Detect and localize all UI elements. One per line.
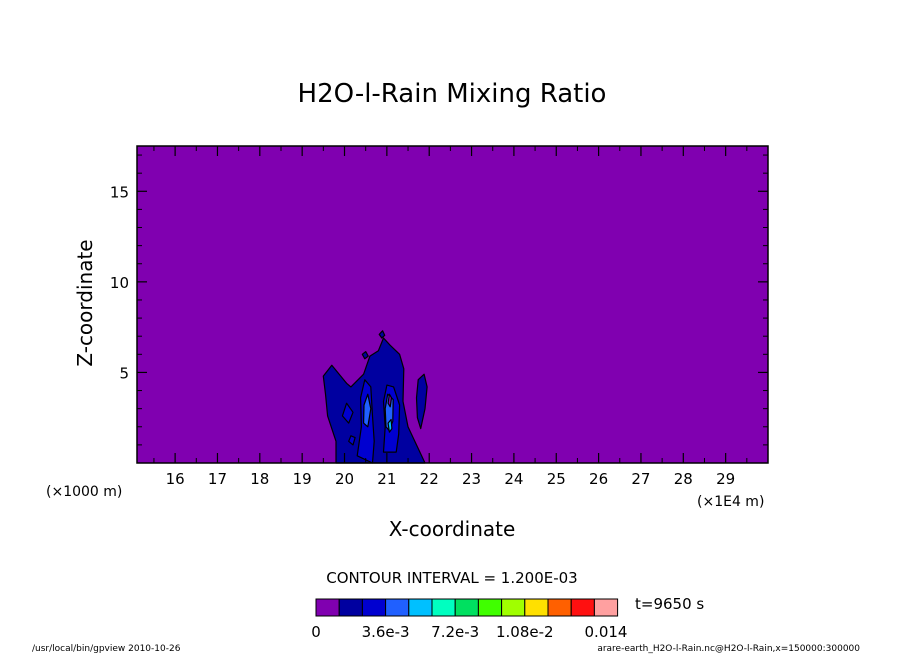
contour-region-level-0 — [387, 393, 393, 408]
x-tick-label: 29 — [716, 470, 735, 488]
colorbar-tick-label: 1.08e-2 — [496, 623, 554, 641]
colorbar-swatch — [477, 598, 503, 617]
x-tick-label: 28 — [674, 470, 693, 488]
contour-region-level-2 — [348, 435, 356, 446]
x-tick-label: 19 — [293, 470, 312, 488]
colorbar-swatch — [524, 598, 549, 617]
colorbar-tick-label: 7.2e-3 — [431, 623, 479, 641]
x-unit-note: (×1E4 m) — [697, 494, 764, 510]
y-axis-label: Z-coordinate — [73, 239, 97, 366]
colorbar-swatch — [501, 598, 526, 617]
x-tick-label: 21 — [377, 470, 396, 488]
colorbar-swatch — [338, 598, 363, 617]
contour-regions — [322, 330, 428, 464]
colorbar-labels: 0 3.6e-3 7.2e-3 1.08e-2 0.014 — [311, 623, 627, 641]
x-axis-ticks: 16 17 18 19 20 21 22 23 24 25 26 27 28 29 — [153, 146, 748, 488]
colorbar-swatch — [570, 598, 595, 617]
x-tick-label: 26 — [589, 470, 608, 488]
x-tick-label: 23 — [462, 470, 481, 488]
contour-region-level-4 — [387, 418, 393, 433]
colorbar-swatch — [361, 598, 387, 617]
plot-frame — [136, 145, 769, 464]
contour-region-level-1 — [322, 337, 426, 464]
footer-right: arare-earth_H2O-l-Rain.nc@H2O-l-Rain,x=1… — [597, 644, 860, 654]
x-tick-label: 18 — [250, 470, 269, 488]
colorbar-swatch — [315, 598, 340, 617]
y-tick-label: 10 — [110, 274, 129, 292]
colorbar-swatch — [431, 598, 456, 617]
y-axis-ticks: 5 10 15 — [110, 154, 768, 446]
contour-region-level-3 — [363, 393, 372, 428]
chart-title: H2O-l-Rain Mixing Ratio — [298, 79, 607, 109]
colorbar-swatch — [593, 598, 619, 617]
y-unit-note: (×1000 m) — [46, 484, 122, 500]
plot-area — [137, 146, 768, 463]
x-tick-label: 24 — [504, 470, 523, 488]
colorbar-swatch — [547, 598, 572, 617]
x-tick-label: 25 — [547, 470, 566, 488]
colorbar-tick-label: 0 — [311, 623, 321, 641]
colorbar — [315, 598, 619, 617]
colorbar-tick-label: 0.014 — [585, 623, 628, 641]
x-tick-label: 22 — [420, 470, 439, 488]
time-label: t=9650 s — [635, 595, 704, 613]
colorbar-swatch — [385, 598, 410, 617]
colorbar-swatch — [408, 598, 433, 617]
contour-interval: CONTOUR INTERVAL = 1.200E-03 — [326, 569, 577, 587]
contour-region-level-1 — [361, 351, 369, 360]
y-tick-label: 15 — [110, 183, 129, 201]
contour-region-level-2 — [341, 402, 354, 424]
footer-left: /usr/local/bin/gpview 2010-10-26 — [32, 644, 181, 654]
colorbar-swatch — [454, 598, 479, 617]
colorbar-tick-label: 3.6e-3 — [362, 623, 410, 641]
contour-region-level-1 — [415, 373, 428, 430]
y-tick-label: 5 — [119, 364, 129, 382]
x-tick-label: 20 — [335, 470, 354, 488]
x-tick-label: 16 — [166, 470, 185, 488]
x-tick-label: 27 — [631, 470, 650, 488]
contour-region-level-1 — [378, 330, 386, 339]
x-axis-label: X-coordinate — [389, 517, 516, 541]
x-tick-label: 17 — [208, 470, 227, 488]
